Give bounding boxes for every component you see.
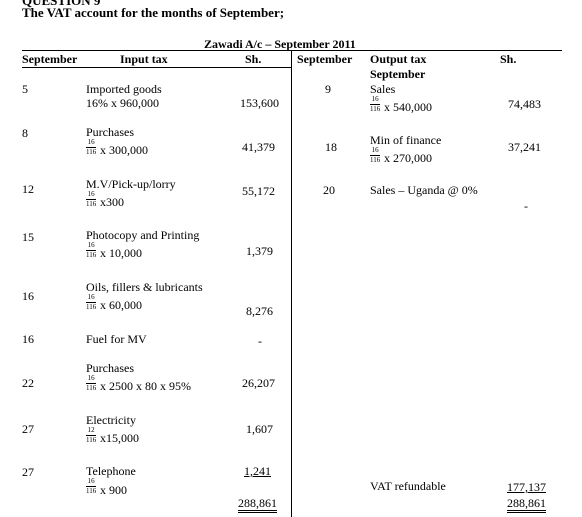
refund-label: VAT refundable [370, 479, 446, 493]
left-detail: x15,000 [100, 431, 139, 445]
left-detail: x 10,000 [100, 246, 142, 260]
left-fraction: 16 116 [86, 138, 97, 156]
left-amount: - [258, 334, 262, 348]
left-amount: 1,607 [246, 422, 273, 436]
cut-off-heading: QUESTION 9 [22, 0, 101, 8]
right-fraction: 16 116 [370, 146, 381, 164]
left-amount: 153,600 [240, 96, 279, 110]
right-desc: Min of finance [370, 133, 442, 147]
right-fraction: 16 116 [370, 95, 381, 113]
left-day: 27 [22, 422, 34, 436]
header-left-month: September [22, 52, 78, 66]
account-title: Zawadi A/c – September 2011 [204, 37, 356, 51]
left-day: 16 [22, 289, 34, 303]
right-detail: x 270,000 [384, 151, 432, 165]
header-right-month: September [297, 52, 353, 66]
left-desc: Telephone [86, 464, 136, 478]
header-right-desc-month: September [370, 67, 426, 81]
right-day: 18 [325, 140, 337, 154]
left-fraction: 16 116 [86, 477, 97, 495]
header-bottom-rule-left [22, 67, 292, 68]
left-fraction: 16 116 [86, 190, 97, 208]
left-desc: Purchases [86, 361, 134, 375]
right-day: 20 [323, 183, 335, 197]
left-desc: Oils, fillers & lubricants [86, 280, 203, 294]
left-day: 8 [22, 126, 28, 140]
right-desc: Sales – Uganda @ 0% [370, 183, 478, 197]
left-fraction: 16 116 [86, 374, 97, 392]
right-day: 9 [325, 82, 331, 96]
left-amount: 1,241 [244, 464, 271, 478]
left-day: 15 [22, 230, 34, 244]
left-detail: x 60,000 [100, 298, 142, 312]
left-fraction: 16 116 [86, 241, 97, 259]
left-desc: Photocopy and Printing [86, 228, 200, 242]
left-amount: 26,207 [242, 376, 275, 390]
right-amount: - [524, 199, 528, 213]
left-desc: Imported goods [86, 82, 162, 96]
document-title: The VAT account for the months of Septem… [22, 5, 285, 20]
left-day: 27 [22, 465, 34, 479]
left-desc: Purchases [86, 125, 134, 139]
left-desc: Electricity [86, 413, 136, 427]
center-divider [291, 50, 292, 517]
right-amount: 74,483 [508, 97, 541, 111]
left-total: 288,861 [238, 497, 277, 513]
left-detail: x 2500 x 80 x 95% [100, 379, 191, 393]
header-top-rule [22, 50, 562, 51]
left-detail: x 900 [100, 483, 127, 497]
left-day: 5 [22, 82, 28, 96]
left-detail: x300 [100, 195, 124, 209]
left-amount: 41,379 [242, 140, 275, 154]
right-detail: x 540,000 [384, 100, 432, 114]
left-fraction: 16 116 [86, 293, 97, 311]
left-day: 12 [22, 182, 34, 196]
left-detail: x 300,000 [100, 143, 148, 157]
right-amount: 37,241 [508, 140, 541, 154]
header-left-desc: Input tax [120, 52, 168, 66]
left-day: 22 [22, 376, 34, 390]
header-right-amount: Sh. [500, 52, 517, 66]
left-amount: 1,379 [246, 244, 273, 258]
left-amount: 55,172 [242, 184, 275, 198]
left-detail: 16% x 960,000 [86, 96, 159, 110]
refund-amount: 177,137 [507, 480, 546, 494]
right-total: 288,861 [507, 497, 546, 513]
left-day: 16 [22, 332, 34, 346]
header-left-amount: Sh. [245, 52, 262, 66]
header-right-desc: Output tax [370, 52, 427, 66]
left-fraction: 12 116 [86, 426, 97, 444]
left-desc: Fuel for MV [86, 332, 147, 346]
left-desc: M.V/Pick-up/lorry [86, 177, 176, 191]
left-amount: 8,276 [246, 304, 273, 318]
right-desc: Sales [370, 82, 396, 96]
